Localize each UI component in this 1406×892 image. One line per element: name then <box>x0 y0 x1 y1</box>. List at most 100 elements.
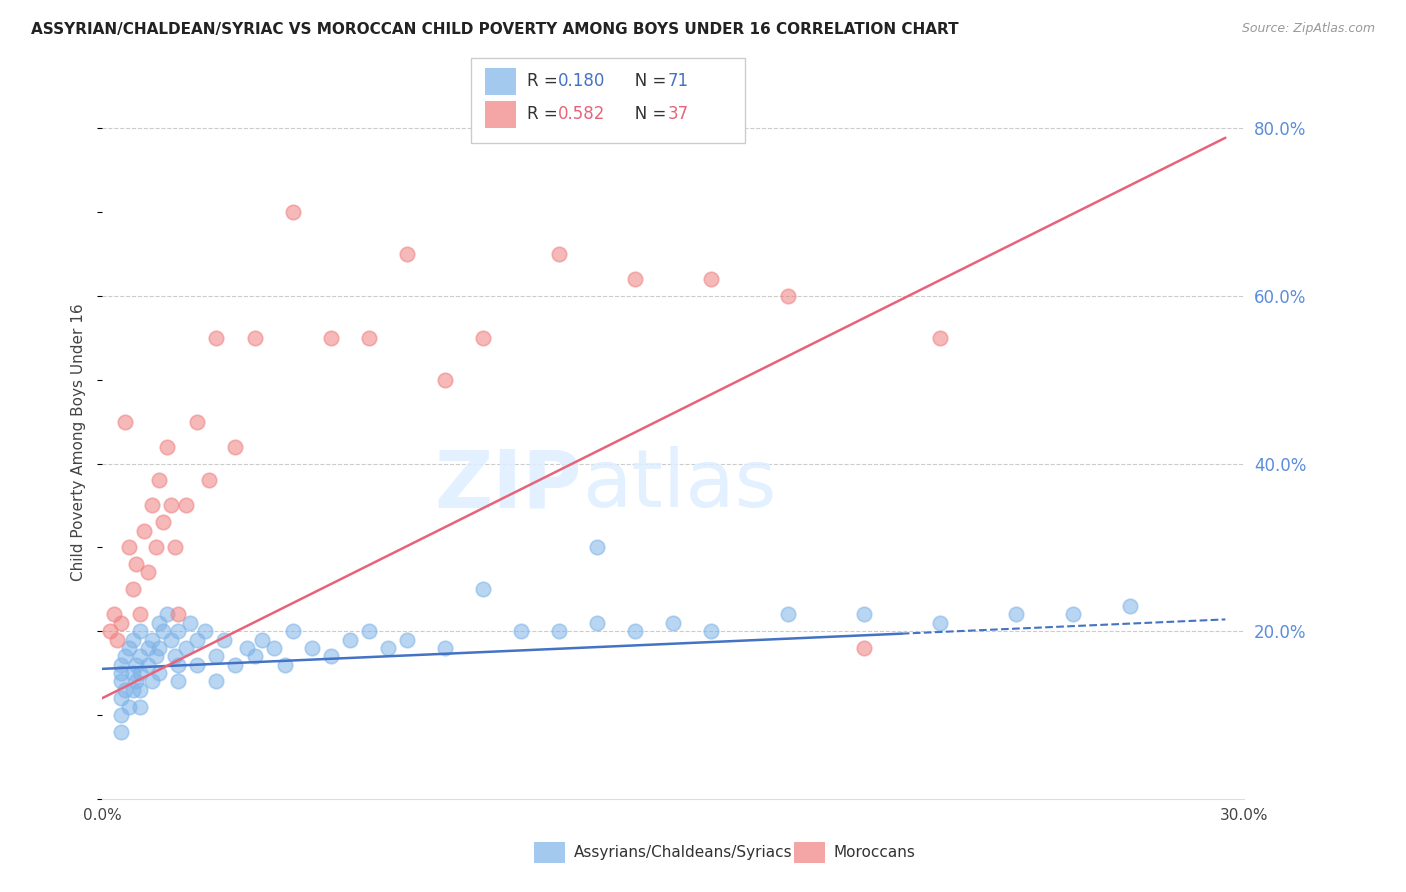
Point <box>129 682 152 697</box>
Point <box>129 666 152 681</box>
Text: Source: ZipAtlas.com: Source: ZipAtlas.com <box>1241 22 1375 36</box>
Point <box>136 657 159 672</box>
Point <box>433 640 456 655</box>
Point <box>548 624 571 639</box>
Point <box>141 499 163 513</box>
Point <box>186 657 208 672</box>
Point <box>114 682 136 697</box>
Point <box>110 615 132 630</box>
Point <box>110 657 132 672</box>
Text: R =: R = <box>527 105 564 123</box>
Point <box>156 607 179 622</box>
Point <box>114 415 136 429</box>
Text: 37: 37 <box>668 105 689 123</box>
Point <box>110 674 132 689</box>
Point <box>662 615 685 630</box>
Text: Moroccans: Moroccans <box>834 846 915 860</box>
Point <box>250 632 273 647</box>
Point <box>263 640 285 655</box>
Point <box>395 247 418 261</box>
Point <box>163 649 186 664</box>
Point <box>586 541 609 555</box>
Point <box>145 541 167 555</box>
Point <box>700 624 723 639</box>
Point <box>125 674 148 689</box>
Point <box>205 674 228 689</box>
Point <box>194 624 217 639</box>
Point <box>377 640 399 655</box>
Point <box>224 657 246 672</box>
Point <box>136 640 159 655</box>
Point <box>395 632 418 647</box>
Point <box>110 666 132 681</box>
Point <box>281 205 304 219</box>
Point <box>156 440 179 454</box>
Point <box>281 624 304 639</box>
Point <box>152 624 174 639</box>
Point <box>129 649 152 664</box>
Point <box>121 582 143 597</box>
Point <box>174 499 197 513</box>
Point <box>121 682 143 697</box>
Point <box>236 640 259 655</box>
Point <box>357 624 380 639</box>
Point <box>471 582 494 597</box>
Point <box>129 607 152 622</box>
Point <box>118 699 141 714</box>
Point <box>224 440 246 454</box>
Point <box>174 640 197 655</box>
Point <box>159 499 181 513</box>
Point <box>205 331 228 345</box>
Point <box>700 272 723 286</box>
Text: ASSYRIAN/CHALDEAN/SYRIAC VS MOROCCAN CHILD POVERTY AMONG BOYS UNDER 16 CORRELATI: ASSYRIAN/CHALDEAN/SYRIAC VS MOROCCAN CHI… <box>31 22 959 37</box>
Point <box>586 615 609 630</box>
Point <box>98 624 121 639</box>
Point <box>118 541 141 555</box>
Point <box>179 615 201 630</box>
Point <box>148 640 170 655</box>
Point <box>339 632 361 647</box>
Point <box>776 607 799 622</box>
Point <box>1119 599 1142 613</box>
Point <box>148 615 170 630</box>
Point <box>132 524 155 538</box>
Point <box>118 640 141 655</box>
Text: 0.582: 0.582 <box>558 105 606 123</box>
Point <box>159 632 181 647</box>
Point <box>301 640 323 655</box>
Point <box>624 624 647 639</box>
Point <box>274 657 297 672</box>
Point <box>103 607 125 622</box>
Point <box>167 607 190 622</box>
Point <box>163 541 186 555</box>
Text: ZIP: ZIP <box>434 446 582 524</box>
Text: 71: 71 <box>668 72 689 90</box>
Point <box>141 632 163 647</box>
Point <box>243 331 266 345</box>
Point <box>510 624 533 639</box>
Point <box>319 649 342 664</box>
Text: N =: N = <box>619 105 671 123</box>
Point <box>148 666 170 681</box>
Point <box>205 649 228 664</box>
Point <box>776 289 799 303</box>
Point <box>212 632 235 647</box>
Text: R =: R = <box>527 72 564 90</box>
Point <box>148 473 170 487</box>
Point <box>186 415 208 429</box>
Text: 0.180: 0.180 <box>558 72 606 90</box>
Point <box>152 515 174 529</box>
Point <box>121 666 143 681</box>
Point <box>110 724 132 739</box>
Point <box>125 657 148 672</box>
Point <box>121 632 143 647</box>
Point <box>167 657 190 672</box>
Point <box>167 624 190 639</box>
Text: N =: N = <box>619 72 671 90</box>
Point <box>471 331 494 345</box>
Point <box>110 708 132 723</box>
Point <box>243 649 266 664</box>
Point <box>624 272 647 286</box>
Point <box>145 649 167 664</box>
Y-axis label: Child Poverty Among Boys Under 16: Child Poverty Among Boys Under 16 <box>72 304 86 582</box>
